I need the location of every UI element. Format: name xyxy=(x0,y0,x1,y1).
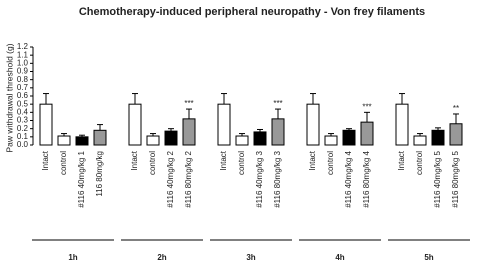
x-tick-label: #116 40mg/kg 2 xyxy=(166,150,175,207)
bar xyxy=(235,135,249,146)
y-tick-label: 1.2 xyxy=(17,42,29,51)
y-tick-label: 0.5 xyxy=(17,99,29,108)
group-label: 3h xyxy=(246,253,255,262)
bar xyxy=(164,130,178,146)
bar xyxy=(431,129,445,146)
y-tick-label: 0.0 xyxy=(17,140,29,149)
x-tick-label: Intact xyxy=(41,150,50,170)
x-tick-label: #116 80mg/kg 5 xyxy=(451,150,460,207)
bar xyxy=(342,129,356,146)
x-tick-label: control xyxy=(237,151,246,175)
bar xyxy=(146,135,160,146)
bar xyxy=(324,135,338,146)
y-tick-label: 0.9 xyxy=(17,67,29,76)
x-tick-label: #116 40mg/kg 5 xyxy=(433,150,442,207)
y-tick-label: 1.1 xyxy=(17,50,29,59)
bar xyxy=(360,121,374,146)
y-tick-label: 0.6 xyxy=(17,91,29,100)
bar xyxy=(271,118,285,146)
y-tick-label: 0.4 xyxy=(17,107,29,116)
y-tick-label: 0.8 xyxy=(17,75,29,84)
group-label: 1h xyxy=(68,253,77,262)
y-tick-label: 0.7 xyxy=(17,83,29,92)
x-tick-label: #116 80mg/kg 4 xyxy=(362,150,371,207)
x-tick-label: #116 80mg/kg 3 xyxy=(273,150,282,207)
group-label: 2h xyxy=(157,253,166,262)
bar xyxy=(57,135,71,146)
y-tick-label: 0.2 xyxy=(17,124,29,133)
bar xyxy=(128,103,142,146)
bar xyxy=(75,136,89,146)
y-tick-label: 0.3 xyxy=(17,116,29,125)
significance: *** xyxy=(362,102,371,111)
bar xyxy=(39,103,53,146)
bar xyxy=(306,103,320,146)
x-tick-label: control xyxy=(59,151,68,175)
x-tick-label: #116 40mg/kg 4 xyxy=(344,150,353,207)
group-label: 5h xyxy=(424,253,433,262)
bar xyxy=(253,131,267,146)
x-tick-label: Intact xyxy=(130,150,139,170)
chart-title: Chemotherapy-induced peripheral neuropat… xyxy=(79,6,425,18)
x-tick-label: 116 80mg/kg xyxy=(95,151,104,197)
bar xyxy=(413,135,427,146)
significance: ** xyxy=(453,104,459,113)
bar xyxy=(395,103,409,146)
bar xyxy=(449,123,463,146)
x-tick-label: #116 40mg/kg 1 xyxy=(77,150,86,207)
y-tick-label: 1.0 xyxy=(17,58,29,67)
x-tick-label: control xyxy=(148,151,157,175)
y-tick-label: 0.1 xyxy=(17,132,29,141)
x-tick-label: control xyxy=(326,151,335,175)
significance: *** xyxy=(273,99,282,108)
x-tick-label: control xyxy=(415,151,424,175)
significance: *** xyxy=(184,99,193,108)
bar xyxy=(93,129,107,146)
x-tick-label: #116 40mg/kg 3 xyxy=(255,150,264,207)
bar xyxy=(182,118,196,146)
bar xyxy=(217,103,231,146)
x-tick-label: Intact xyxy=(219,150,228,170)
x-tick-label: Intact xyxy=(308,150,317,170)
x-tick-label: Intact xyxy=(397,150,406,170)
y-axis-label: Paw withdrawal threshold (g) xyxy=(4,43,14,152)
group-label: 4h xyxy=(335,253,344,262)
x-tick-label: #116 80mg/kg 2 xyxy=(184,150,193,207)
